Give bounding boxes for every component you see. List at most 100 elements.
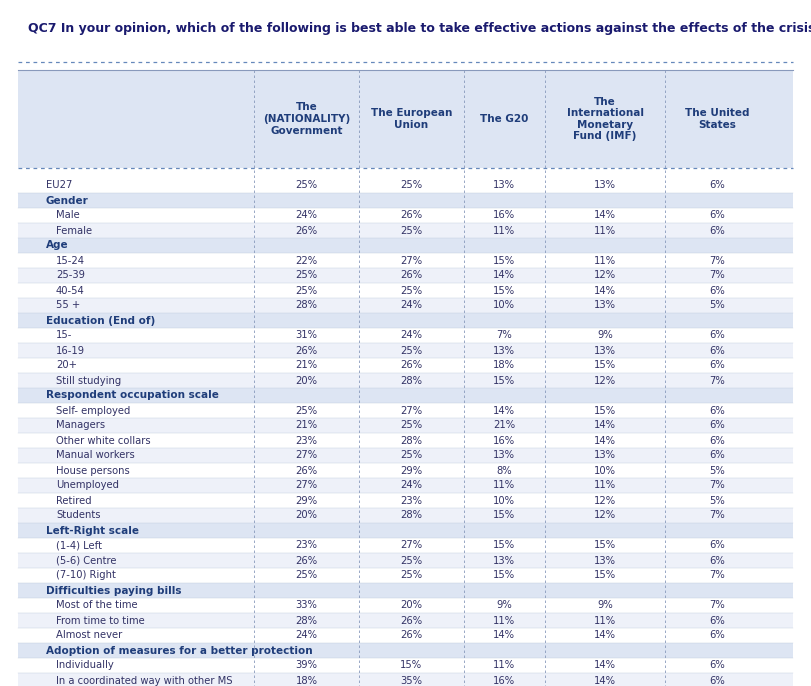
Bar (18, 583, 793, 598)
Text: 12%: 12% (594, 510, 616, 521)
Text: Left-Right scale: Left-Right scale (46, 525, 139, 536)
Text: 15%: 15% (401, 661, 423, 670)
Bar (18, 268, 793, 283)
Text: 27%: 27% (401, 405, 423, 416)
Text: Unemployed: Unemployed (56, 480, 119, 490)
Text: 12%: 12% (594, 270, 616, 281)
Text: 11%: 11% (493, 661, 515, 670)
Text: 11%: 11% (594, 480, 616, 490)
Text: 26%: 26% (401, 211, 423, 220)
Bar (18, 433, 793, 448)
Bar (18, 358, 793, 373)
Text: 15%: 15% (493, 541, 515, 550)
Text: 6%: 6% (710, 436, 725, 445)
Bar (18, 403, 793, 418)
Text: 26%: 26% (401, 630, 423, 641)
Text: 6%: 6% (710, 421, 725, 431)
Text: 14%: 14% (594, 436, 616, 445)
Text: 33%: 33% (296, 600, 318, 611)
Text: 23%: 23% (401, 495, 423, 506)
Text: 6%: 6% (710, 361, 725, 370)
Bar (18, 70, 793, 168)
Text: 11%: 11% (493, 226, 515, 235)
Text: 14%: 14% (594, 630, 616, 641)
Text: 6%: 6% (710, 226, 725, 235)
Text: 22%: 22% (296, 255, 318, 265)
Text: (5-6) Centre: (5-6) Centre (56, 556, 117, 565)
Text: 11%: 11% (493, 480, 515, 490)
Text: 9%: 9% (597, 600, 613, 611)
Text: 12%: 12% (594, 375, 616, 386)
Text: 6%: 6% (710, 676, 725, 685)
Text: 13%: 13% (493, 180, 515, 191)
Text: 26%: 26% (401, 270, 423, 281)
Text: 39%: 39% (296, 661, 318, 670)
Text: The G20: The G20 (480, 114, 529, 124)
Text: The European
Union: The European Union (371, 108, 452, 130)
Text: Education (End of): Education (End of) (46, 316, 155, 325)
Text: 15-24: 15-24 (56, 255, 85, 265)
Text: 25%: 25% (296, 405, 318, 416)
Text: 14%: 14% (594, 421, 616, 431)
Text: 25%: 25% (296, 285, 318, 296)
Text: Retired: Retired (56, 495, 92, 506)
Text: 15%: 15% (493, 571, 515, 580)
Text: 13%: 13% (594, 346, 616, 355)
Text: 27%: 27% (401, 255, 423, 265)
Bar (18, 208, 793, 223)
Text: 7%: 7% (496, 331, 513, 340)
Text: Almost never: Almost never (56, 630, 122, 641)
Bar (18, 373, 793, 388)
Text: 10%: 10% (493, 300, 515, 311)
Text: 28%: 28% (296, 615, 318, 626)
Text: 6%: 6% (710, 661, 725, 670)
Text: 9%: 9% (597, 331, 613, 340)
Text: 24%: 24% (401, 300, 423, 311)
Text: The
(NATIONALITY)
Government: The (NATIONALITY) Government (263, 102, 350, 136)
Text: 18%: 18% (296, 676, 318, 685)
Text: 21%: 21% (493, 421, 515, 431)
Text: 14%: 14% (594, 661, 616, 670)
Bar (18, 658, 793, 673)
Text: 35%: 35% (401, 676, 423, 685)
Text: EU27: EU27 (46, 180, 72, 191)
Text: 27%: 27% (296, 480, 318, 490)
Text: 31%: 31% (296, 331, 318, 340)
Text: 13%: 13% (594, 556, 616, 565)
Bar (18, 448, 793, 463)
Text: 11%: 11% (594, 226, 616, 235)
Text: 13%: 13% (594, 180, 616, 191)
Text: 16%: 16% (493, 436, 515, 445)
Text: 24%: 24% (401, 331, 423, 340)
Text: 26%: 26% (401, 615, 423, 626)
Text: 9%: 9% (496, 600, 513, 611)
Text: 6%: 6% (710, 211, 725, 220)
Bar (18, 538, 793, 553)
Text: 7%: 7% (710, 510, 725, 521)
Text: 6%: 6% (710, 556, 725, 565)
Text: 14%: 14% (594, 676, 616, 685)
Text: 8%: 8% (496, 466, 512, 475)
Text: 6%: 6% (710, 630, 725, 641)
Text: Male: Male (56, 211, 79, 220)
Text: Age: Age (46, 241, 69, 250)
Text: Gender: Gender (46, 196, 88, 206)
Text: 15%: 15% (493, 255, 515, 265)
Text: 25%: 25% (401, 226, 423, 235)
Text: 14%: 14% (493, 270, 515, 281)
Text: 26%: 26% (401, 361, 423, 370)
Text: Female: Female (56, 226, 92, 235)
Text: Self- employed: Self- employed (56, 405, 131, 416)
Text: 27%: 27% (401, 541, 423, 550)
Text: 25%: 25% (296, 571, 318, 580)
Text: 25%: 25% (401, 285, 423, 296)
Text: 7%: 7% (710, 270, 725, 281)
Text: 26%: 26% (296, 556, 318, 565)
Text: 14%: 14% (493, 630, 515, 641)
Text: 25%: 25% (401, 451, 423, 460)
Bar (18, 193, 793, 208)
Bar (18, 328, 793, 343)
Bar (18, 568, 793, 583)
Text: 6%: 6% (710, 541, 725, 550)
Bar (18, 598, 793, 613)
